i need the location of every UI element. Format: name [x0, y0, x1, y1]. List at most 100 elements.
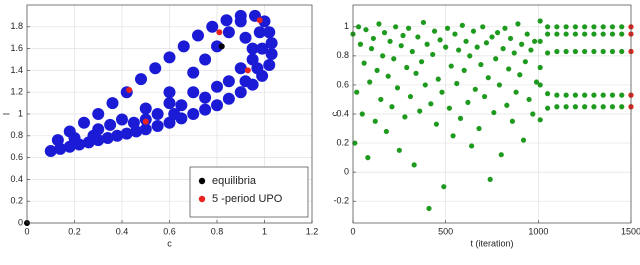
plot: 0 500 1000 1500 -0.2 0 0.2 0.4 0.6 0.8 1 t (iterati…: [329, 4, 640, 248]
scatter-point: [485, 75, 491, 81]
scatter-point: [472, 86, 478, 92]
legend-marker: [198, 177, 206, 185]
scatter-point: [222, 92, 235, 105]
scatter-point: [376, 21, 382, 27]
y-tick-label: 1: [344, 21, 349, 31]
scatter-point: [537, 117, 543, 123]
scatter-point: [591, 104, 597, 110]
scatter-point: [222, 75, 235, 88]
y-tick-label: 0.2: [10, 196, 23, 206]
scatter-point: [68, 131, 81, 144]
scatter-point: [502, 25, 508, 31]
scatter-point: [609, 24, 616, 30]
scatter-point: [545, 105, 551, 111]
scatter-point: [459, 22, 465, 28]
y-tick-label: 0.8: [336, 50, 349, 60]
scatter-point: [111, 129, 124, 142]
scatter-point: [374, 67, 380, 73]
scatter-point: [582, 104, 588, 110]
scatter-point: [192, 29, 204, 42]
scatter-point: [387, 38, 393, 44]
scatter-point: [572, 92, 579, 98]
scatter-point: [396, 147, 402, 153]
y-tick-label: 1.6: [10, 43, 23, 53]
scatter-point: [600, 48, 606, 55]
scatter-point: [572, 104, 579, 110]
scatter-point: [187, 108, 200, 120]
scatter-point: [359, 111, 365, 117]
x-axis-label: c: [167, 238, 172, 248]
x-axis-label: t (iteration): [470, 238, 513, 248]
scatter-point: [239, 75, 252, 88]
scatter-point: [572, 48, 579, 55]
scatter-point: [127, 116, 140, 129]
scatter-point: [363, 27, 369, 33]
scatter-point: [563, 31, 569, 37]
scatter-point: [600, 104, 606, 110]
scatter-point: [151, 108, 164, 120]
scatter-point: [533, 79, 540, 85]
y-tick-label: 0.4: [10, 174, 23, 184]
scatter-point: [507, 35, 514, 42]
scatter-point: [199, 53, 212, 66]
y-tick-label: 0.2: [336, 137, 349, 147]
scatter-point: [511, 50, 517, 56]
scatter-point: [256, 17, 263, 24]
scatter-point: [163, 86, 176, 99]
scatter-point: [211, 99, 223, 112]
scatter-point: [222, 26, 235, 39]
scatter-point: [494, 30, 501, 36]
scatter-point: [393, 24, 399, 30]
scatter-point: [206, 20, 219, 33]
scatter-point: [600, 92, 606, 98]
scatter-point: [251, 62, 264, 75]
scatter-point: [491, 109, 497, 116]
scatter-point: [211, 80, 223, 93]
scatter-point: [415, 34, 421, 40]
scatter-point: [520, 137, 527, 143]
scatter-point: [526, 96, 532, 103]
scatter-point: [500, 46, 506, 52]
y-axis-label: l: [1, 113, 11, 115]
scatter-point: [487, 176, 493, 182]
scatter-point: [163, 51, 176, 64]
scatter-point: [101, 131, 114, 144]
y-axis-label: c: [329, 111, 339, 116]
scatter-point: [515, 21, 521, 27]
y-tick-label: 1.2: [10, 87, 23, 97]
x-tick-label: 0: [24, 226, 29, 236]
y-tick-label: 0: [18, 217, 23, 227]
scatter-point: [522, 59, 528, 65]
scatter-point: [199, 91, 212, 104]
scatter-point: [51, 134, 64, 147]
scatter-point: [446, 105, 452, 111]
scatter-point: [361, 60, 367, 66]
legend-marker: [198, 195, 206, 203]
scatter-point: [504, 102, 510, 108]
scatter-point: [470, 28, 477, 34]
legend-label: 5 -period UPO: [212, 193, 283, 205]
scatter-point: [120, 127, 133, 140]
scatter-point: [177, 40, 190, 53]
scatter-point: [537, 38, 543, 44]
scatter-point: [352, 140, 358, 146]
scatter-point: [368, 46, 375, 52]
scatter-point: [265, 37, 278, 50]
scatter-point: [265, 48, 278, 61]
scatter-point: [365, 155, 371, 161]
scatter-point: [609, 31, 616, 37]
scatter-point: [619, 92, 625, 98]
scatter-point: [411, 162, 417, 168]
y-tick-label: 1: [18, 108, 23, 118]
scatter-point: [256, 42, 269, 55]
scatter-point: [493, 56, 499, 62]
scatter-point: [218, 43, 225, 50]
scatter-point: [496, 82, 503, 88]
scatter-point: [441, 184, 447, 190]
scatter-point: [600, 31, 606, 37]
scatter-point: [216, 29, 223, 36]
scatter-point: [139, 102, 152, 115]
scatter-point: [563, 24, 569, 30]
